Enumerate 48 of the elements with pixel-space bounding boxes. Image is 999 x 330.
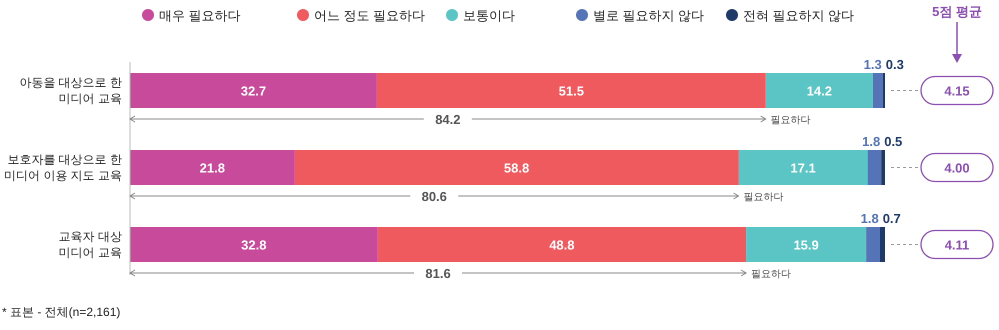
- text: 4.11: [944, 238, 970, 252]
- text: 4.15: [944, 84, 970, 98]
- data-label: 1.8: [860, 211, 879, 226]
- annotation: 84.2: [435, 112, 461, 127]
- annotation: 필요하다: [770, 115, 811, 126]
- bar: [376, 73, 766, 108]
- bar: [872, 73, 883, 108]
- legend-label: 매우 필요하다: [159, 8, 241, 23]
- y-tick-label: 보호자를 대상으로 한 미디어 이용 지도 교육: [4, 152, 122, 182]
- data-label: 21.8: [200, 160, 225, 176]
- annotation: 80.6: [422, 189, 447, 204]
- legend-label: 별로 필요하지 않다: [593, 8, 704, 23]
- bar: [866, 227, 880, 262]
- data-label: 32.7: [240, 84, 266, 98]
- text: 4.00: [944, 160, 970, 176]
- bar: [294, 150, 739, 185]
- data-label: 0.7: [882, 211, 901, 226]
- bar: [766, 73, 873, 108]
- legend-label: 보통이다: [463, 8, 515, 23]
- bar: [868, 150, 882, 185]
- text: 5점 평균: [932, 4, 982, 19]
- bar: [880, 227, 885, 262]
- y-tick-label: 교육자 대상 미디어 교육: [58, 230, 122, 260]
- annotation: 81.6: [425, 266, 451, 281]
- bar: [130, 73, 377, 108]
- data-label: 17.1: [790, 160, 816, 176]
- text: * 표본 - 전체(n=2,161): [2, 305, 120, 319]
- bar: [746, 227, 866, 262]
- bar: [130, 227, 378, 262]
- bar: [881, 150, 885, 185]
- data-label: 1.8: [862, 134, 880, 149]
- data-label: 48.8: [549, 238, 575, 252]
- data-label: 1.3: [864, 57, 882, 72]
- bar: [130, 150, 295, 185]
- annotation: 필요하다: [751, 269, 792, 280]
- data-label: 0.3: [886, 57, 904, 72]
- data-label: 51.5: [558, 84, 584, 98]
- legend-label: 어느 정도 필요하다: [314, 8, 426, 23]
- data-label: 15.9: [793, 238, 819, 252]
- bar: [738, 150, 868, 185]
- annotation: 필요하다: [744, 192, 784, 203]
- bar: [378, 227, 746, 262]
- data-label: 0.5: [884, 134, 902, 149]
- data-label: 32.8: [241, 238, 266, 252]
- y-tick-label: 아동을 대상으로 한 미디어 교육: [19, 76, 122, 106]
- legend-label: 전혀 필요하지 않다: [743, 8, 854, 23]
- data-label: 14.2: [806, 84, 832, 98]
- data-label: 58.8: [504, 160, 530, 176]
